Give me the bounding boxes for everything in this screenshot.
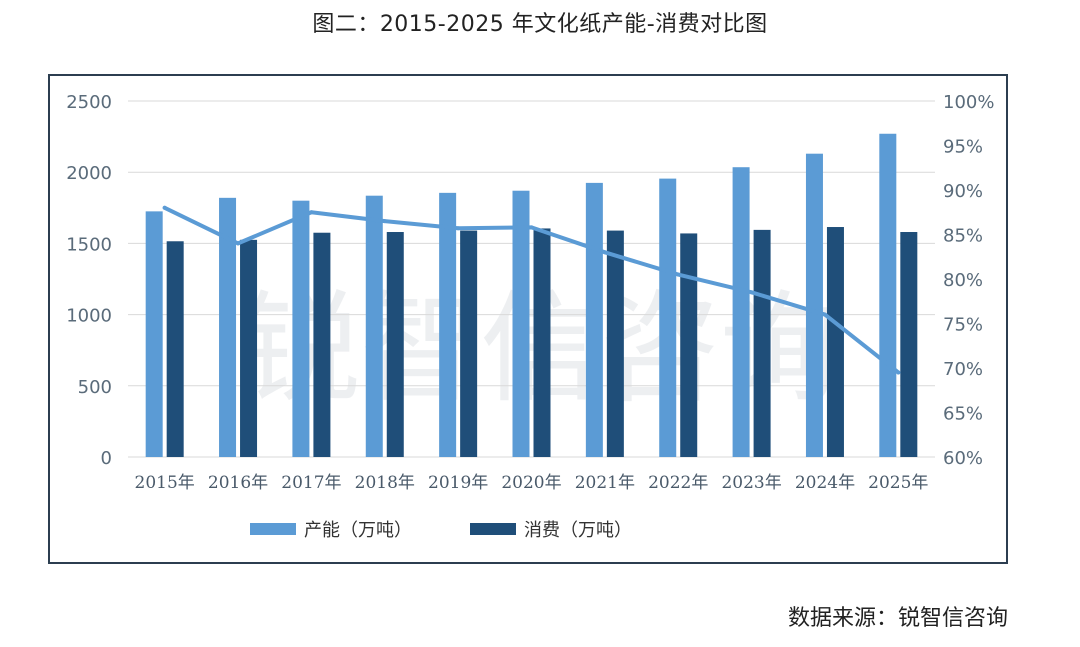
right-tick-label: 75% <box>943 315 983 336</box>
utilization-point <box>456 226 461 231</box>
right-tick-label: 100% <box>943 92 994 113</box>
left-axis: 0 500 1000 1500 2000 2500 <box>66 92 112 469</box>
left-tick-label: 2000 <box>66 163 112 184</box>
capacity-bar <box>512 190 530 457</box>
utilization-point <box>602 250 607 255</box>
utilization-point <box>236 241 241 246</box>
capacity-bar <box>292 200 310 457</box>
right-tick-label: 85% <box>943 226 983 247</box>
left-tick-label: 0 <box>101 448 112 469</box>
consumption-bar <box>533 228 551 457</box>
category-label: 2016年 <box>208 473 268 493</box>
consumption-bar <box>753 229 771 457</box>
chart-title: 图二：2015-2025 年文化纸产能-消费对比图 <box>312 12 768 37</box>
consumption-bar <box>313 232 331 457</box>
category-label: 2017年 <box>281 473 341 493</box>
category-label: 2024年 <box>795 473 855 493</box>
right-tick-label: 65% <box>943 404 983 425</box>
category-label: 2025年 <box>868 473 928 493</box>
category-label: 2015年 <box>135 473 195 493</box>
legend-label-consumption: 消费（万吨） <box>524 520 632 541</box>
legend: 产能（万吨） 消费（万吨） <box>250 520 632 541</box>
capacity-bar <box>659 178 677 457</box>
category-label: 2019年 <box>428 473 488 493</box>
utilization-point <box>309 210 314 215</box>
capacity-bar <box>585 182 603 457</box>
capacity-bar <box>732 167 750 457</box>
consumption-bar <box>460 230 478 457</box>
legend-swatch-consumption <box>470 523 516 535</box>
category-label: 2021年 <box>575 473 635 493</box>
right-tick-label: 70% <box>943 359 983 380</box>
utilization-point <box>529 225 534 230</box>
capacity-bar <box>879 133 897 457</box>
consumption-bar <box>240 239 258 457</box>
consumption-bar <box>680 233 698 457</box>
consumption-bar <box>606 230 624 457</box>
left-tick-label: 500 <box>78 377 112 398</box>
utilization-point <box>676 272 681 277</box>
category-label: 2018年 <box>355 473 415 493</box>
left-tick-label: 1500 <box>66 234 112 255</box>
right-tick-label: 80% <box>943 270 983 291</box>
right-tick-label: 60% <box>943 448 983 469</box>
consumption-bar <box>386 232 404 457</box>
right-tick-label: 95% <box>943 137 983 158</box>
bar-series <box>145 133 918 458</box>
legend-label-capacity: 产能（万吨） <box>304 520 412 541</box>
line-series <box>162 205 901 375</box>
right-axis: 60% 65% 70% 75% 80% 85% 90% 95% 100% <box>943 92 994 469</box>
gridlines <box>128 100 935 458</box>
chart-frame <box>48 74 1008 564</box>
consumption-bar <box>826 227 844 457</box>
category-label: 2023年 <box>721 473 781 493</box>
utilization-point <box>162 205 167 210</box>
utilization-point <box>822 312 827 317</box>
capacity-bar <box>805 153 823 458</box>
capacity-bar <box>439 192 457 457</box>
category-axis: 2015年 2016年 2017年 2018年 2019年 2020年 2021年 2022年… <box>135 473 929 493</box>
category-label: 2022年 <box>648 473 708 493</box>
capacity-bar <box>145 211 163 457</box>
category-label: 2020年 <box>501 473 561 493</box>
capacity-bar <box>365 195 383 458</box>
right-tick-label: 90% <box>943 181 983 202</box>
legend-swatch-capacity <box>250 523 296 535</box>
utilization-point <box>382 219 387 224</box>
utilization-point <box>896 370 901 375</box>
consumption-bar <box>900 232 918 457</box>
capacity-bar <box>219 197 237 457</box>
data-source-note: 数据来源：锐智信咨询 <box>787 606 1008 631</box>
left-tick-label: 2500 <box>66 92 112 113</box>
consumption-bar <box>166 241 184 457</box>
utilization-point <box>749 290 754 295</box>
left-tick-label: 1000 <box>66 306 112 327</box>
